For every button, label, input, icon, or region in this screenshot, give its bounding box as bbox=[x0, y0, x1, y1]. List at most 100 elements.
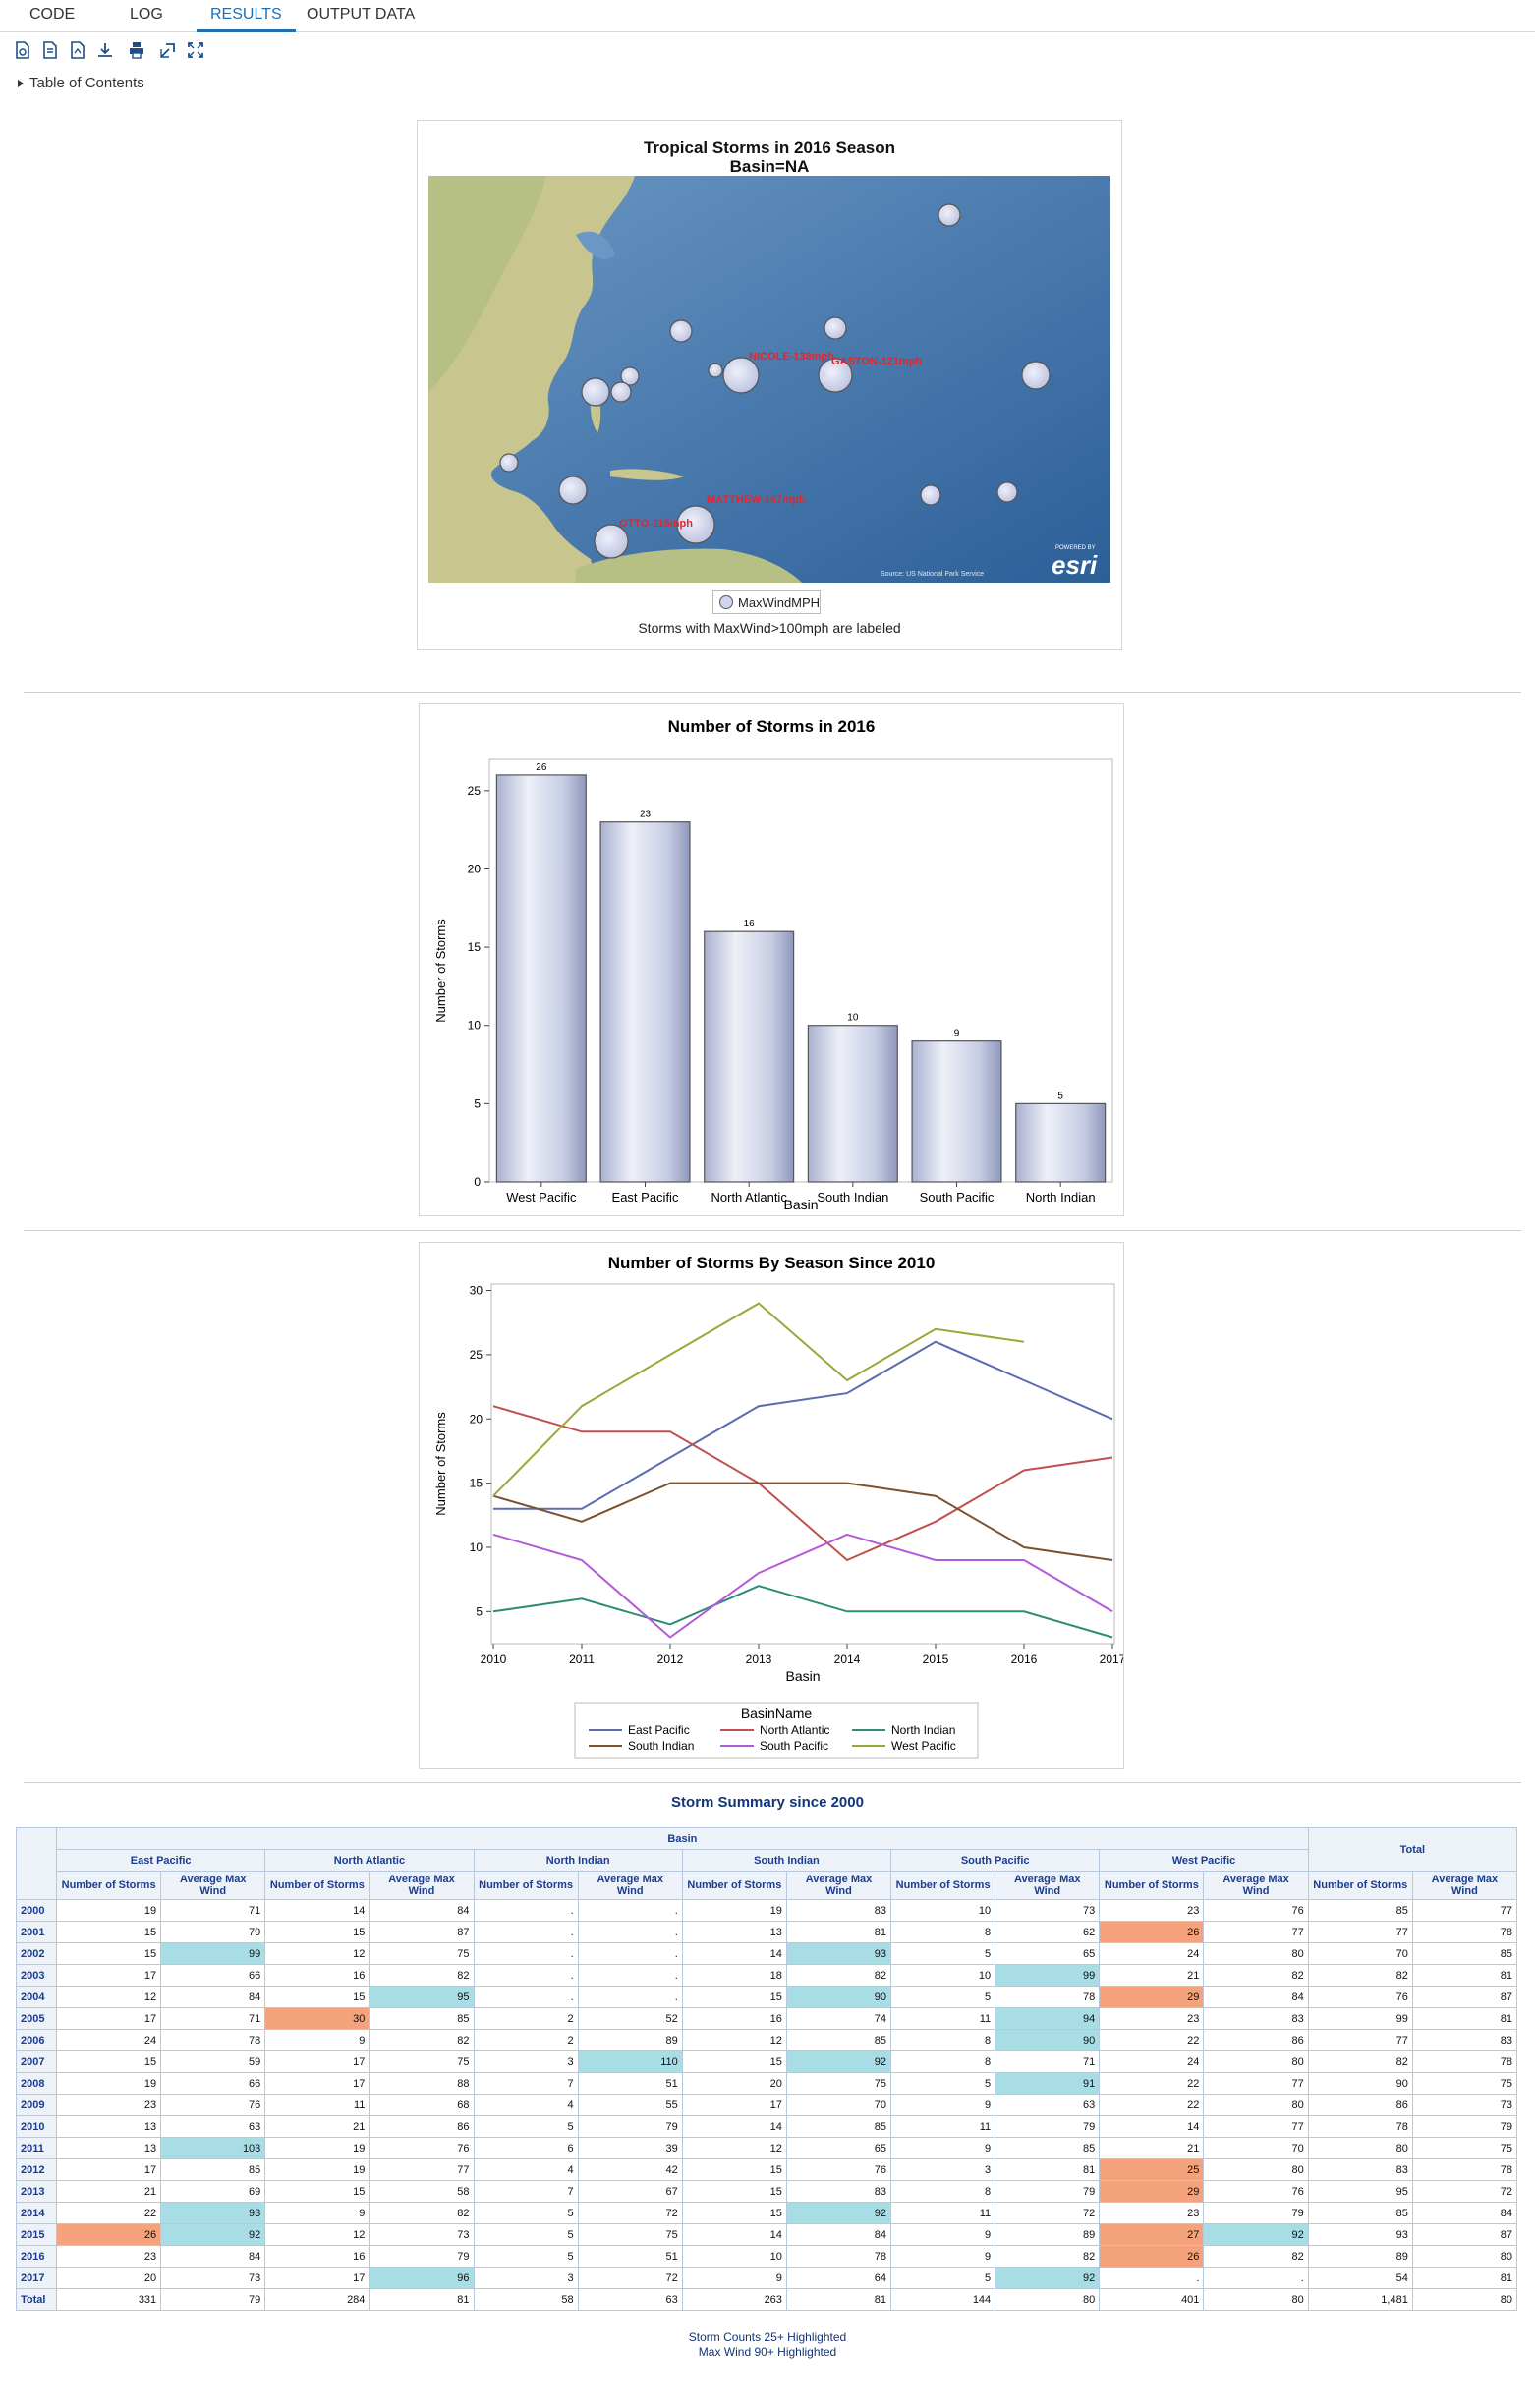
table-cell: 59 bbox=[160, 2050, 266, 2073]
storm-bubble[interactable] bbox=[499, 453, 519, 473]
storm-bubble[interactable] bbox=[594, 524, 629, 559]
table-cell: 20 bbox=[56, 2267, 162, 2289]
expand-icon[interactable] bbox=[187, 41, 204, 59]
table-cell: 17 bbox=[264, 2050, 370, 2073]
y-tick-label: 20 bbox=[470, 1412, 483, 1426]
storm-bubble[interactable] bbox=[722, 357, 760, 394]
table-cell: 79 bbox=[1203, 2202, 1309, 2224]
legend-label: East Pacific bbox=[628, 1723, 690, 1737]
storm-bubble[interactable] bbox=[818, 358, 853, 393]
table-cell: 89 bbox=[995, 2223, 1101, 2246]
series-line[interactable] bbox=[492, 1482, 1113, 1561]
tab-output-data[interactable]: OUTPUT DATA bbox=[307, 6, 416, 23]
download-rtf-icon[interactable] bbox=[69, 41, 86, 59]
table-cell: 3 bbox=[473, 2267, 579, 2289]
table-cell: 17 bbox=[56, 2158, 162, 2181]
bar[interactable] bbox=[1015, 1102, 1107, 1183]
storm-bubbles bbox=[499, 203, 1051, 559]
bar-data-label: 10 bbox=[847, 1013, 859, 1024]
bar[interactable] bbox=[911, 1040, 1002, 1183]
storm-bubble[interactable] bbox=[620, 366, 640, 386]
table-cell: 263 bbox=[681, 2288, 787, 2311]
table-cell: 83 bbox=[785, 2180, 892, 2203]
open-in-new-window-icon[interactable] bbox=[159, 41, 177, 59]
bar-series: 26 West Pacific 23 East Pacific 16 North Atla… bbox=[495, 762, 1107, 1204]
subheader-average-max-wind: Average Max Wind bbox=[785, 1871, 892, 1900]
storm-bubble[interactable] bbox=[581, 377, 610, 407]
table-cell: 77 bbox=[1203, 2115, 1309, 2138]
storm-bubble[interactable] bbox=[824, 316, 847, 340]
group-header-south-pacific: South Pacific bbox=[890, 1849, 1101, 1872]
storm-bubble[interactable] bbox=[676, 505, 715, 544]
table-cell: . bbox=[473, 1986, 579, 2008]
table-cell: 8 bbox=[890, 2029, 996, 2051]
download-pdf-icon[interactable] bbox=[41, 41, 59, 59]
row-header: 2000 bbox=[15, 1899, 58, 1922]
table-cell: 2 bbox=[473, 2007, 579, 2030]
table-cell: 85 bbox=[369, 2007, 475, 2030]
storm-bubble[interactable] bbox=[938, 203, 961, 227]
download-html-icon[interactable] bbox=[14, 41, 31, 59]
y-tick-label: 15 bbox=[470, 1477, 483, 1490]
x-tick-label: South Indian bbox=[817, 1190, 888, 1204]
table-cell: 80 bbox=[1307, 2137, 1413, 2159]
bar-chart-panel: Number of Storms in 2016 0 5 10 15 20 25 26 We… bbox=[419, 703, 1124, 1216]
table-cell: 69 bbox=[160, 2180, 266, 2203]
storm-bubble[interactable] bbox=[558, 476, 588, 505]
tab-code[interactable]: CODE bbox=[29, 6, 76, 23]
bar[interactable] bbox=[495, 774, 587, 1183]
table-cell: 17 bbox=[264, 2267, 370, 2289]
x-tick-label: North Indian bbox=[1026, 1190, 1096, 1204]
table-cell: 92 bbox=[785, 2202, 892, 2224]
table-cell: 15 bbox=[264, 1921, 370, 1943]
storm-bubble[interactable] bbox=[610, 381, 632, 403]
table-cell: 85 bbox=[1307, 2202, 1413, 2224]
storm-bubble[interactable] bbox=[708, 363, 723, 378]
table-cell: 78 bbox=[1411, 1921, 1518, 1943]
table-row: 2007 15 59 17 75 3 110 15 92 8 71 24 80 82 78 bbox=[15, 2050, 1518, 2073]
table-cell: 71 bbox=[995, 2050, 1101, 2073]
table-cell: 19 bbox=[264, 2158, 370, 2181]
series-line[interactable] bbox=[492, 1585, 1113, 1639]
table-of-contents-toggle[interactable]: Table of Contents bbox=[18, 75, 144, 91]
table-cell: 71 bbox=[160, 2007, 266, 2030]
bar[interactable] bbox=[807, 1025, 898, 1183]
row-header: 2003 bbox=[15, 1964, 58, 1987]
series-line[interactable] bbox=[492, 1533, 1113, 1639]
series-line[interactable] bbox=[493, 1340, 1113, 1510]
tab-log[interactable]: LOG bbox=[130, 6, 163, 23]
storm-map[interactable]: NICOLE-138mph GASTON-121mph MATTHEW-167m… bbox=[428, 176, 1110, 583]
table-cell: 80 bbox=[1411, 2245, 1518, 2268]
subheader-average-max-wind: Average Max Wind bbox=[160, 1871, 266, 1900]
table-cell: 68 bbox=[369, 2094, 475, 2116]
bar[interactable] bbox=[704, 930, 795, 1183]
series-line[interactable] bbox=[492, 1302, 1025, 1497]
subheader-number-of-storms: Number of Storms bbox=[1099, 1871, 1205, 1900]
table-cell: 12 bbox=[56, 1986, 162, 2008]
download-icon[interactable] bbox=[96, 41, 114, 59]
table-cell: 82 bbox=[1307, 2050, 1413, 2073]
tab-results[interactable]: RESULTS bbox=[197, 6, 296, 32]
bar[interactable] bbox=[599, 821, 691, 1183]
row-header: Total bbox=[15, 2288, 58, 2311]
bar-x-axis-label: Basin bbox=[783, 1197, 818, 1212]
print-icon[interactable] bbox=[128, 41, 145, 59]
table-cell: 24 bbox=[1099, 1942, 1205, 1965]
table-cell: 11 bbox=[890, 2115, 996, 2138]
storm-bubble[interactable] bbox=[669, 319, 693, 343]
table-cell: 99 bbox=[995, 1964, 1101, 1987]
line-legend-title: BasinName bbox=[741, 1706, 813, 1721]
table-body: 2000 19 71 14 84.. 19 83 10 73 23 76 85 77 2001 15 79 15… bbox=[15, 1899, 1518, 2311]
table-cell: 81 bbox=[1411, 2267, 1518, 2289]
series-line[interactable] bbox=[492, 1405, 1113, 1562]
storm-bubble[interactable] bbox=[1021, 361, 1051, 390]
table-cell: 90 bbox=[1307, 2072, 1413, 2095]
table-cell: 72 bbox=[995, 2202, 1101, 2224]
storm-bubble[interactable] bbox=[996, 481, 1018, 503]
line-chart-title: Number of Storms By Season Since 2010 bbox=[608, 1254, 936, 1272]
table-cell: 54 bbox=[1307, 2267, 1413, 2289]
table-row: 2008 19 66 17 88 7 51 20 75 5 91 22 77 90 75 bbox=[15, 2072, 1518, 2095]
row-header: 2002 bbox=[15, 1942, 58, 1965]
table-cell: 15 bbox=[56, 1921, 162, 1943]
storm-bubble[interactable] bbox=[920, 484, 941, 506]
